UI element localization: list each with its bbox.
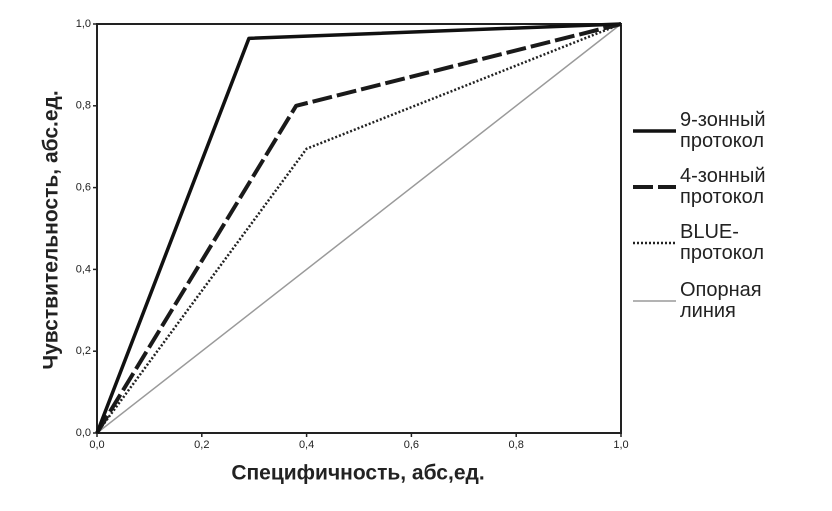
x-tick-label: 0,4 (299, 439, 314, 451)
series-line (95, 22, 622, 434)
y-axis-label: Чувствительность, абс.ед. (40, 90, 63, 369)
x-tick-label: 1,0 (613, 439, 628, 451)
y-tick-label: 1,0 (76, 18, 91, 30)
y-tick-label: 0,8 (76, 100, 91, 112)
legend-label: Опорная линия (680, 279, 762, 322)
y-tick-label: 0,6 (76, 182, 91, 194)
legend-label: BLUE-протокол (680, 221, 765, 264)
x-tick-label: 0,8 (509, 439, 524, 451)
series-line (95, 22, 622, 434)
legend-label: 9-зонный протокол (680, 109, 766, 152)
y-tick-label: 0,2 (76, 345, 91, 357)
legend-label: 4-зонный протокол (680, 165, 766, 208)
y-tick-label: 0,0 (76, 427, 91, 439)
series-line (96, 23, 622, 434)
series-line (95, 22, 622, 435)
x-tick-label: 0,0 (89, 439, 104, 451)
x-axis-label: Специфичность, абс,ед. (231, 462, 484, 485)
x-tick-label: 0,2 (194, 439, 209, 451)
plot-frame (96, 23, 622, 434)
y-tick-label: 0,4 (76, 263, 91, 275)
x-tick-label: 0,6 (404, 439, 419, 451)
